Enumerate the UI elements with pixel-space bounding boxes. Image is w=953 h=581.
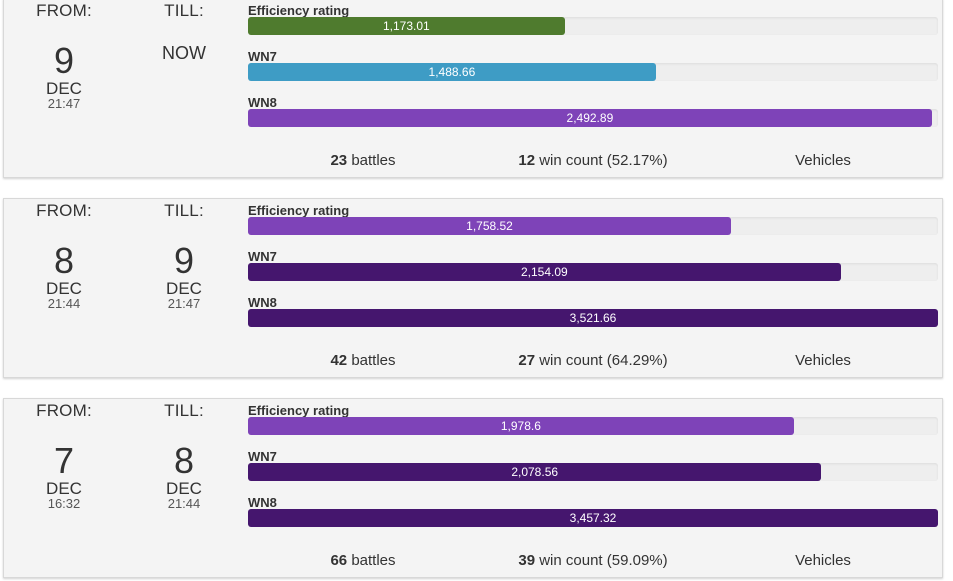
till-time: 21:47 <box>167 296 201 311</box>
battles-count: 23 battles <box>248 152 478 169</box>
efficiency-metric: Efficiency rating 1,978.6 <box>248 399 938 445</box>
metrics: Efficiency rating 1,173.01 WN7 1,488.66 … <box>248 0 938 137</box>
till-label: TILL: <box>164 1 204 20</box>
efficiency-bar: 1,978.6 <box>248 417 794 435</box>
from-label: FROM: <box>36 201 92 220</box>
from-time: 21:47 <box>47 96 81 111</box>
wins-number: 12 <box>518 152 536 169</box>
wn7-label: WN7 <box>248 49 277 64</box>
efficiency-label: Efficiency rating <box>248 403 350 418</box>
win-percent: (59.09%) <box>606 552 668 569</box>
win-count: 39 win count (59.09%) <box>478 552 708 569</box>
wn7-bar: 1,488.66 <box>248 63 656 81</box>
wn7-label: WN7 <box>248 249 277 264</box>
from-time: 21:44 <box>47 296 81 311</box>
till-now: NOW <box>162 43 206 63</box>
efficiency-label: Efficiency rating <box>248 203 350 218</box>
wn8-bar: 3,521.66 <box>248 309 938 327</box>
period-footer: 23 battles 12 win count (52.17%) Vehicle… <box>248 152 938 172</box>
wn7-label: WN7 <box>248 449 277 464</box>
from-day: 7 <box>53 440 75 481</box>
wn8-bar: 3,457.32 <box>248 509 938 527</box>
period-footer: 42 battles 27 win count (64.29%) Vehicle… <box>248 352 938 372</box>
wn8-label: WN8 <box>248 95 277 110</box>
from-time: 16:32 <box>47 496 81 511</box>
wn8-track: 3,457.32 <box>248 509 938 527</box>
till-month: DEC <box>166 279 202 298</box>
period-footer: 66 battles 39 win count (59.09%) Vehicle… <box>248 552 938 572</box>
battles-suffix: battles <box>351 552 396 569</box>
battles-number: 66 <box>330 552 348 569</box>
period-card: FROM: 7 DEC 16:32 TILL: 8 DEC 21:44 Effi… <box>3 398 943 578</box>
till-column: TILL: 8 DEC 21:44 <box>134 399 234 511</box>
till-label: TILL: <box>164 201 204 220</box>
vehicles-link[interactable]: Vehicles <box>795 552 851 569</box>
wn7-track: 2,154.09 <box>248 263 938 281</box>
wn7-metric: WN7 2,078.56 <box>248 445 938 491</box>
from-label: FROM: <box>36 1 92 20</box>
wn8-metric: WN8 3,521.66 <box>248 291 938 337</box>
wn8-track: 2,492.89 <box>248 109 938 127</box>
till-column: TILL: 9 DEC 21:47 <box>134 199 234 311</box>
period-card: FROM: 9 DEC 21:47 TILL: NOW Efficiency r… <box>3 0 943 178</box>
from-column: FROM: 8 DEC 21:44 <box>14 199 114 311</box>
wn8-label: WN8 <box>248 495 277 510</box>
win-percent: (52.17%) <box>606 152 668 169</box>
wn8-label: WN8 <box>248 295 277 310</box>
from-column: FROM: 7 DEC 16:32 <box>14 399 114 511</box>
period-card: FROM: 8 DEC 21:44 TILL: 9 DEC 21:47 Effi… <box>3 198 943 378</box>
efficiency-metric: Efficiency rating 1,173.01 <box>248 0 938 45</box>
battles-suffix: battles <box>351 152 396 169</box>
wins-suffix: win count <box>539 152 603 169</box>
till-time: 21:44 <box>167 496 201 511</box>
till-day: 9 <box>173 240 195 281</box>
from-day: 8 <box>53 240 75 281</box>
from-month: DEC <box>46 479 82 498</box>
win-percent: (64.29%) <box>606 352 668 369</box>
wins-suffix: win count <box>539 552 603 569</box>
win-count: 27 win count (64.29%) <box>478 352 708 369</box>
wins-number: 27 <box>518 352 536 369</box>
till-day: 8 <box>173 440 195 481</box>
wn8-metric: WN8 2,492.89 <box>248 91 938 137</box>
win-count: 12 win count (52.17%) <box>478 152 708 169</box>
metrics: Efficiency rating 1,758.52 WN7 2,154.09 … <box>248 199 938 337</box>
till-month: DEC <box>166 479 202 498</box>
efficiency-label: Efficiency rating <box>248 3 350 18</box>
from-label: FROM: <box>36 401 92 420</box>
till-label: TILL: <box>164 401 204 420</box>
vehicles-link[interactable]: Vehicles <box>795 152 851 169</box>
battles-number: 23 <box>330 152 348 169</box>
metrics: Efficiency rating 1,978.6 WN7 2,078.56 W… <box>248 399 938 537</box>
wn7-bar: 2,078.56 <box>248 463 822 481</box>
wn7-track: 1,488.66 <box>248 63 938 81</box>
wn7-metric: WN7 2,154.09 <box>248 245 938 291</box>
from-month: DEC <box>46 79 82 98</box>
efficiency-track: 1,173.01 <box>248 17 938 35</box>
wn7-bar: 2,154.09 <box>248 263 841 281</box>
wn8-metric: WN8 3,457.32 <box>248 491 938 537</box>
efficiency-bar: 1,173.01 <box>248 17 565 35</box>
efficiency-bar: 1,758.52 <box>248 217 731 235</box>
efficiency-track: 1,758.52 <box>248 217 938 235</box>
efficiency-metric: Efficiency rating 1,758.52 <box>248 199 938 245</box>
from-month: DEC <box>46 279 82 298</box>
vehicles-link[interactable]: Vehicles <box>795 352 851 369</box>
wins-suffix: win count <box>539 352 603 369</box>
from-column: FROM: 9 DEC 21:47 <box>14 0 114 111</box>
wn7-metric: WN7 1,488.66 <box>248 45 938 91</box>
wins-number: 39 <box>518 552 536 569</box>
battles-count: 66 battles <box>248 552 478 569</box>
battles-suffix: battles <box>351 352 396 369</box>
wn8-bar: 2,492.89 <box>248 109 932 127</box>
wn8-track: 3,521.66 <box>248 309 938 327</box>
battles-count: 42 battles <box>248 352 478 369</box>
wn7-track: 2,078.56 <box>248 463 938 481</box>
from-day: 9 <box>53 40 75 81</box>
battles-number: 42 <box>330 352 348 369</box>
till-column: TILL: NOW <box>134 0 234 63</box>
efficiency-track: 1,978.6 <box>248 417 938 435</box>
